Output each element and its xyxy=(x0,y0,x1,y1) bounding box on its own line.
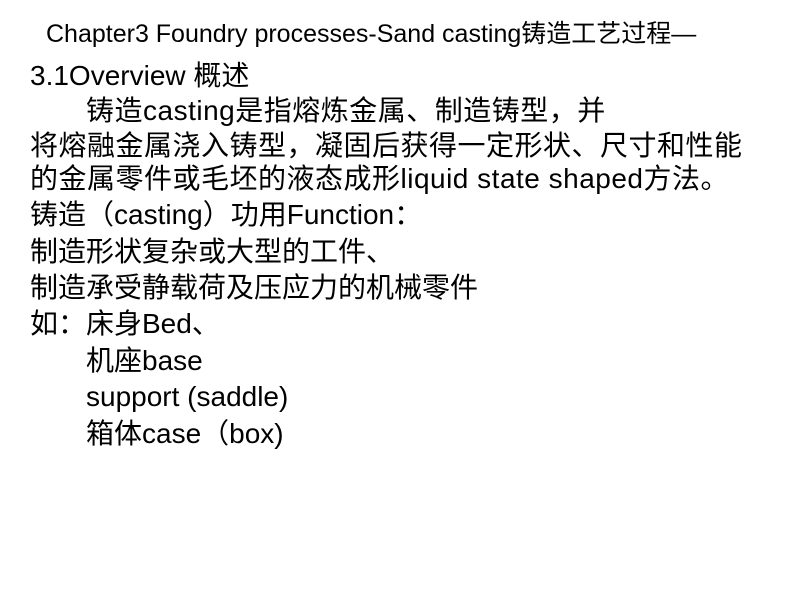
example-case: 箱体case（box) xyxy=(30,416,770,452)
paragraph-line-1: 铸造casting是指熔炼金属、制造铸型，并 xyxy=(30,94,770,127)
function-item-2: 制造承受静载荷及压应力的机械零件 xyxy=(30,270,770,306)
example-base: 机座base xyxy=(30,343,770,379)
example-support: support (saddle) xyxy=(30,379,770,415)
function-label: 铸造（casting）功用Function： xyxy=(30,197,770,233)
examples-label: 如：床身Bed、 xyxy=(30,306,770,342)
paragraph-line-2: 将熔融金属浇入铸型，凝固后获得一定形状、尺寸和性能的金属零件或毛坯的液态成形li… xyxy=(30,129,770,195)
section-title: 3.1Overview 概述 xyxy=(30,58,770,94)
function-item-1: 制造形状复杂或大型的工件、 xyxy=(30,234,770,270)
chapter-title: Chapter3 Foundry processes-Sand casting铸… xyxy=(30,18,770,52)
